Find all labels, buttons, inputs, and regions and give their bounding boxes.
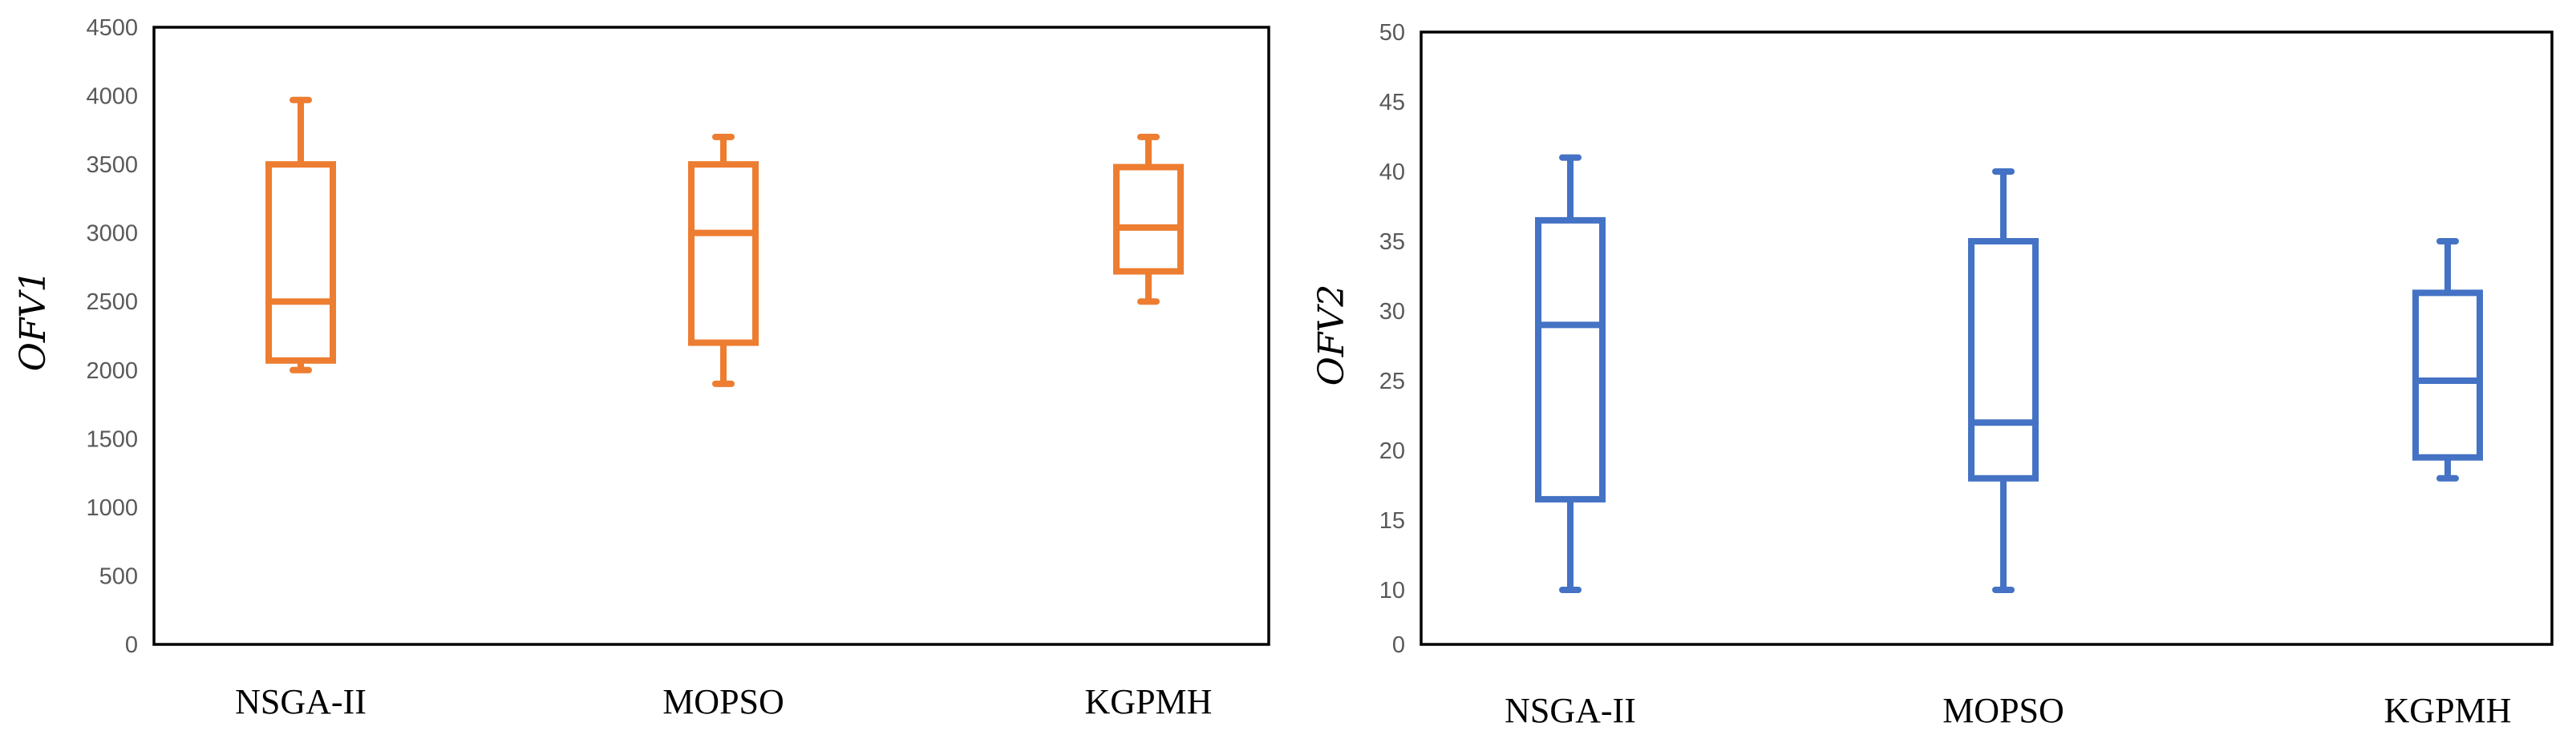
y-tick-label: 10	[1379, 578, 1405, 604]
box-nsga-ii	[265, 96, 336, 373]
y-tick-label: 2500	[86, 289, 138, 315]
y-tick-label: 30	[1379, 299, 1405, 325]
box-mopso	[688, 133, 759, 387]
iqr-box	[1535, 216, 1606, 503]
x-category-label: KGPMH	[1085, 682, 1213, 721]
x-category-label: KGPMH	[2384, 691, 2512, 730]
x-category-label: MOPSO	[662, 682, 784, 721]
y-tick-label: 20	[1379, 438, 1405, 464]
y-tick-label: 45	[1379, 90, 1405, 115]
y-tick-label: 15	[1379, 508, 1405, 534]
box-nsga-ii	[1535, 154, 1606, 593]
ofv2-boxplot-chart: 0 10 15 20 25 30 35 40 45 50 NSGA-II MOPSO KGPMH OFV2	[1311, 20, 2554, 730]
y-tick-label: 3500	[86, 152, 138, 178]
box-kgpmh	[1113, 133, 1184, 305]
y-tick-label: 4500	[86, 15, 138, 41]
plot-frame	[1420, 30, 2554, 646]
box-kgpmh	[2412, 238, 2483, 482]
y-tick-label: 1500	[86, 426, 138, 452]
iqr-box	[1113, 164, 1184, 275]
y-tick-label: 2000	[86, 358, 138, 384]
y-tick-label: 0	[1392, 632, 1405, 658]
y-tick-label: 1000	[86, 495, 138, 521]
x-category-label: NSGA-II	[1505, 691, 1636, 730]
y-axis-title: OFV1	[13, 270, 54, 371]
iqr-box	[2412, 289, 2483, 461]
iqr-box	[1968, 238, 2039, 482]
x-category-label: MOPSO	[1942, 691, 2064, 730]
y-axis-title: OFV2	[1311, 285, 1352, 386]
y-tick-label: 40	[1379, 159, 1405, 185]
box-mopso	[1968, 168, 2039, 593]
y-tick-label: 4000	[86, 84, 138, 110]
y-tick-label: 0	[125, 632, 138, 658]
y-tick-label: 25	[1379, 369, 1405, 394]
y-tick-label: 35	[1379, 229, 1405, 255]
y-tick-label: 500	[99, 563, 138, 589]
y-tick-label: 50	[1379, 20, 1405, 46]
iqr-box	[265, 161, 336, 364]
ofv1-boxplot-chart: 0 500 1000 1500 2000 2500 3000 3500 4000 4500 NSGA…	[13, 15, 1270, 721]
x-category-label: NSGA-II	[235, 682, 367, 721]
y-tick-label: 3000	[86, 221, 138, 247]
iqr-box	[688, 161, 759, 346]
